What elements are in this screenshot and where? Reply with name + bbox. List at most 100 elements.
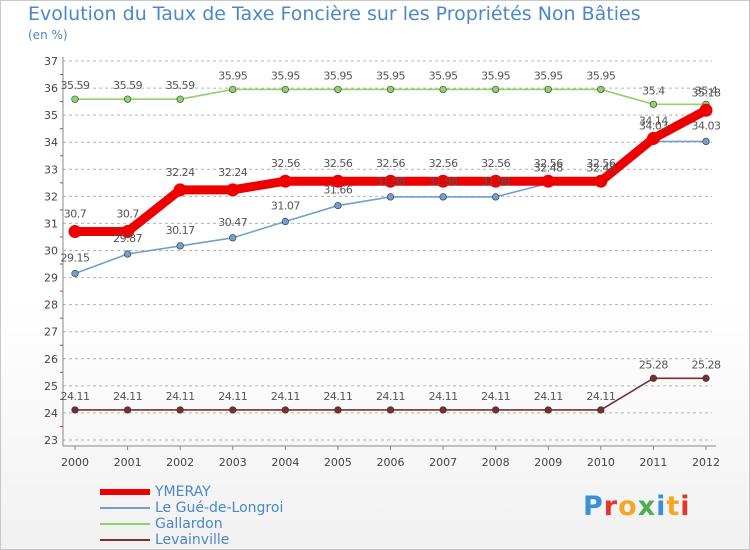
data-label-gallardon: 35.59 <box>166 79 195 92</box>
data-point-levainville <box>123 406 132 414</box>
x-tick-label: 2005 <box>324 456 352 469</box>
data-label-le-gu-de-longroi: 30.47 <box>218 216 247 229</box>
data-label-levainville: 24.11 <box>113 390 142 403</box>
data-label-ymeray: 32.56 <box>586 157 615 170</box>
data-label-ymeray: 30.7 <box>116 208 139 221</box>
data-label-ymeray: 32.24 <box>166 166 195 179</box>
data-point-levainville <box>334 406 342 414</box>
x-tick-label: 2010 <box>587 456 615 469</box>
data-label-gallardon: 35.4 <box>642 84 665 97</box>
data-label-le-gu-de-longroi: 31.98 <box>376 175 405 188</box>
y-tick-label: 31 <box>44 217 58 230</box>
data-label-gallardon: 35.59 <box>113 79 142 92</box>
data-label-levainville: 24.11 <box>271 390 300 403</box>
data-point-levainville <box>386 406 395 414</box>
x-tick-label: 2011 <box>639 456 667 469</box>
x-tick-label: 2012 <box>692 456 720 469</box>
data-point-levainville <box>439 406 447 414</box>
logo-letter: o <box>618 491 638 522</box>
data-label-levainville: 24.11 <box>323 390 352 403</box>
data-point-levainville <box>71 406 79 414</box>
data-label-gallardon: 35.95 <box>429 69 458 82</box>
data-label-ymeray: 32.56 <box>376 157 405 170</box>
data-point-levainville <box>544 406 552 414</box>
data-point-le-gu-de-longroi <box>71 269 79 278</box>
data-point-ymeray <box>173 183 187 197</box>
x-tick-label: 2001 <box>114 456 142 469</box>
data-label-le-gu-de-longroi: 32.48 <box>586 161 615 174</box>
data-label-levainville: 24.11 <box>376 390 405 403</box>
data-label-gallardon: 35.95 <box>481 69 510 82</box>
data-point-ymeray <box>699 103 713 117</box>
legend-swatch-le-gue-de-longroi <box>100 507 150 509</box>
data-label-le-gu-de-longroi: 31.98 <box>429 175 458 188</box>
data-label-gallardon: 35.59 <box>61 79 90 92</box>
data-point-gallardon <box>544 85 552 94</box>
y-tick-label: 27 <box>44 326 58 339</box>
data-point-ymeray <box>489 174 503 188</box>
y-tick-label: 36 <box>44 82 58 95</box>
x-tick-label: 2009 <box>534 456 562 469</box>
data-point-gallardon <box>649 100 658 108</box>
data-point-gallardon <box>176 95 184 103</box>
legend-label-levainville: Levainville <box>155 532 230 548</box>
y-tick-label: 37 <box>44 55 58 68</box>
data-point-ymeray <box>226 183 240 197</box>
legend-swatch-ymeray <box>100 489 150 495</box>
data-point-le-gu-de-longroi <box>334 201 342 210</box>
x-tick-label: 2002 <box>166 456 194 469</box>
data-point-levainville <box>597 406 605 414</box>
y-tick-label: 32 <box>44 190 58 203</box>
data-point-gallardon <box>71 95 79 103</box>
data-label-le-gu-de-longroi: 34.03 <box>692 119 721 132</box>
data-point-ymeray <box>436 174 450 188</box>
data-label-ymeray: 32.56 <box>481 157 510 170</box>
data-point-gallardon <box>492 85 500 94</box>
data-label-gallardon: 35.95 <box>376 69 405 82</box>
data-label-ymeray: 32.56 <box>534 157 563 170</box>
data-label-ymeray: 32.24 <box>218 166 247 179</box>
data-label-ymeray: 32.56 <box>323 157 352 170</box>
y-tick-label: 23 <box>44 434 58 447</box>
data-label-ymeray: 32.56 <box>271 157 300 170</box>
data-label-le-gu-de-longroi: 32.48 <box>534 161 563 174</box>
data-point-levainville <box>702 374 710 382</box>
chart-unit-label: (en %) <box>28 28 68 42</box>
data-point-le-gu-de-longroi <box>439 193 447 201</box>
y-tick-label: 30 <box>44 245 58 258</box>
data-point-le-gu-de-longroi <box>386 193 395 201</box>
data-point-levainville <box>229 406 237 414</box>
legend-label-gallardon: Gallardon <box>155 516 223 532</box>
y-tick-label: 33 <box>44 163 58 176</box>
data-point-ymeray <box>278 174 292 188</box>
legend-label-ymeray: YMERAY <box>155 484 211 500</box>
data-label-levainville: 24.11 <box>586 390 615 403</box>
y-tick-label: 35 <box>44 109 58 122</box>
data-point-ymeray <box>594 174 608 188</box>
data-point-gallardon <box>334 85 342 94</box>
chart-title: Evolution du Taux de Taxe Foncière sur l… <box>28 3 641 25</box>
data-label-gallardon: 35.95 <box>323 69 352 82</box>
data-label-gallardon: 35.95 <box>271 69 300 82</box>
data-label-gallardon: 35.95 <box>586 69 615 82</box>
data-label-levainville: 24.11 <box>429 390 458 403</box>
y-tick-label: 26 <box>44 353 58 366</box>
x-tick-label: 2006 <box>377 456 405 469</box>
data-label-le-gu-de-longroi: 34.03 <box>639 119 668 132</box>
data-point-gallardon <box>439 85 447 94</box>
logo-letter: t <box>666 491 681 522</box>
x-tick-label: 2003 <box>219 456 247 469</box>
x-tick-label: 2007 <box>429 456 457 469</box>
data-label-le-gu-de-longroi: 31.66 <box>323 184 352 197</box>
data-point-ymeray <box>384 174 397 188</box>
data-label-gallardon: 35.4 <box>695 84 718 97</box>
data-label-ymeray: 32.56 <box>429 157 458 170</box>
x-tick-label: 2008 <box>482 456 510 469</box>
data-label-levainville: 24.11 <box>218 390 247 403</box>
data-point-gallardon <box>229 85 237 94</box>
data-point-levainville <box>281 406 289 414</box>
data-label-le-gu-de-longroi: 31.07 <box>271 200 300 213</box>
data-point-gallardon <box>123 95 132 103</box>
data-point-levainville <box>492 406 500 414</box>
